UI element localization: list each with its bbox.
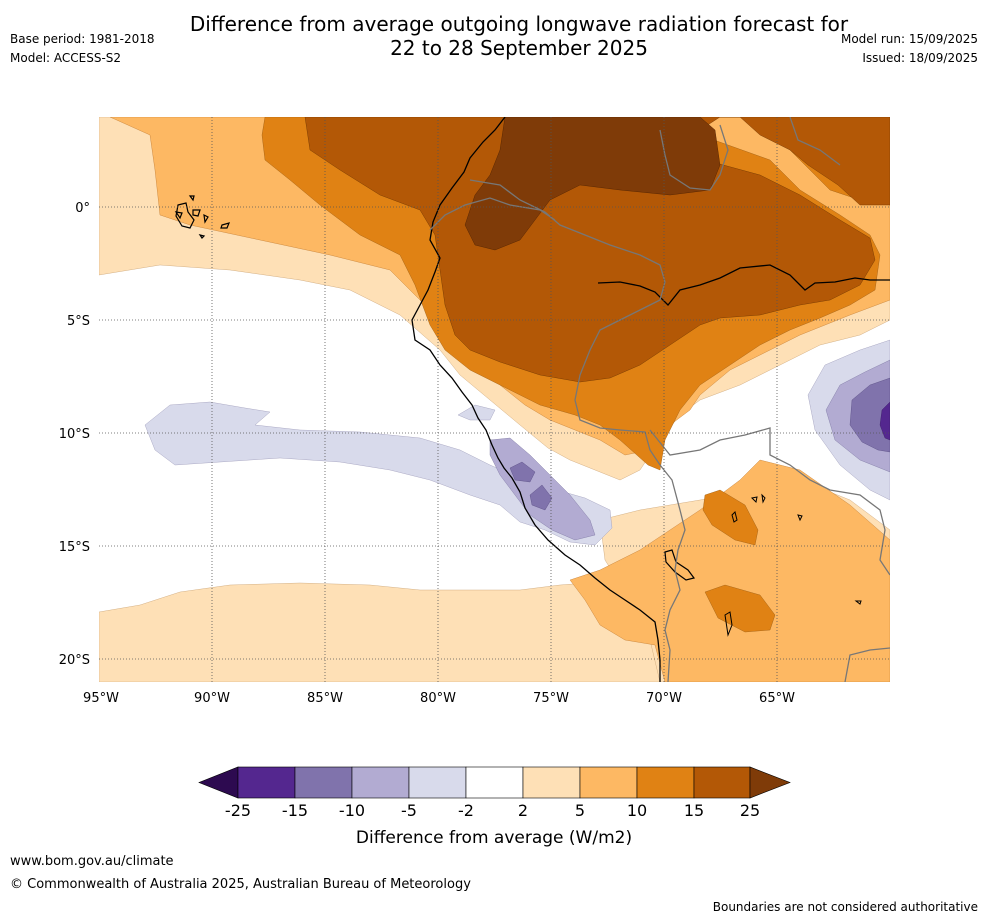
anomaly-region-10-15-patch-b <box>704 584 776 633</box>
colorbar-swatch <box>465 766 524 799</box>
colorbar-label: -25 <box>225 801 251 820</box>
model-run-text: Model run: 15/09/2025 <box>840 32 978 46</box>
graticule <box>99 117 890 682</box>
colorbar-swatch <box>522 766 581 799</box>
anomaly-region-2-5-south <box>99 581 661 682</box>
colorbar-label: 15 <box>684 801 704 820</box>
colorbar-swatch <box>408 766 467 799</box>
anomaly-region-neg15-neg25-east <box>879 401 890 441</box>
colorbar-label: 5 <box>575 801 585 820</box>
galapagos-islands <box>174 195 231 239</box>
colorbar-label: 2 <box>518 801 528 820</box>
lon-label: 65°W <box>759 691 795 706</box>
website-text: www.bom.gov.au/climate <box>10 854 174 869</box>
copyright-text: © Commonwealth of Australia 2025, Austra… <box>10 877 471 892</box>
anomaly-region-neg10-neg15-coast-a <box>509 461 536 483</box>
colorbar-extend-low <box>198 766 239 799</box>
anomaly-region-neg10-neg15-coast-b <box>529 484 553 511</box>
anomaly-region-neg2-neg5-ocean <box>144 401 613 546</box>
colorbar-swatch <box>636 766 695 799</box>
base-period-text: Base period: 1981-2018 <box>10 32 155 46</box>
lon-label: 85°W <box>307 691 343 706</box>
title-line-1: Difference from average outgoing longwav… <box>189 12 849 36</box>
lon-label: 70°W <box>646 691 682 706</box>
lake-titicaca <box>664 549 696 581</box>
map-area <box>99 117 890 682</box>
title-line-2: 22 to 28 September 2025 <box>390 36 648 60</box>
colorbar-swatch <box>579 766 638 799</box>
colorbar-label: 10 <box>627 801 647 820</box>
anomaly-region-neg10-neg15-east <box>849 377 890 453</box>
anomaly-region-above-25 <box>464 117 721 251</box>
lat-label: 5°S <box>67 314 90 329</box>
colorbar-swatch <box>294 766 353 799</box>
lat-label: 20°S <box>59 653 90 668</box>
colorbar-swatch <box>693 766 751 799</box>
anomaly-region-5-10-south <box>569 459 890 682</box>
inland-lakes <box>724 493 862 637</box>
lon-label: 95°W <box>83 691 119 706</box>
model-text: Model: ACCESS-S2 <box>10 51 122 65</box>
lat-label: 0° <box>75 201 90 216</box>
page-title: Difference from average outgoing longwav… <box>0 12 988 60</box>
colorbar-extend-high <box>749 766 791 799</box>
colorbar-label: -5 <box>401 801 417 820</box>
colorbar-label: -2 <box>458 801 474 820</box>
lon-label: 90°W <box>194 691 230 706</box>
lat-label: 10°S <box>59 427 90 442</box>
colorbar-label: -10 <box>339 801 365 820</box>
coastline <box>411 117 661 682</box>
colorbar-label: -15 <box>282 801 308 820</box>
colorbar-swatch <box>237 766 296 799</box>
anomaly-region-10-15-patch-a <box>702 489 759 546</box>
longitude-labels: 95°W 90°W 85°W 80°W 75°W 70°W 65°W <box>83 691 795 706</box>
colorbar-title: Difference from average (W/m2) <box>356 828 632 848</box>
lon-label: 75°W <box>533 691 569 706</box>
colorbar-label: 25 <box>740 801 760 820</box>
colorbar: -25 -15 -10 -5 -2 2 5 10 15 25 Differenc… <box>198 766 791 848</box>
country-borders <box>429 117 890 682</box>
colorbar-swatch <box>351 766 410 799</box>
amazon-river <box>597 264 890 306</box>
lon-label: 80°W <box>420 691 456 706</box>
disclaimer-text: Boundaries are not considered authoritat… <box>713 900 978 914</box>
anomaly-region-15-25 <box>304 117 890 383</box>
lat-label: 15°S <box>59 540 90 555</box>
issued-text: Issued: 18/09/2025 <box>862 51 978 65</box>
latitude-labels: 0° 5°S 10°S 15°S 20°S <box>59 201 90 668</box>
